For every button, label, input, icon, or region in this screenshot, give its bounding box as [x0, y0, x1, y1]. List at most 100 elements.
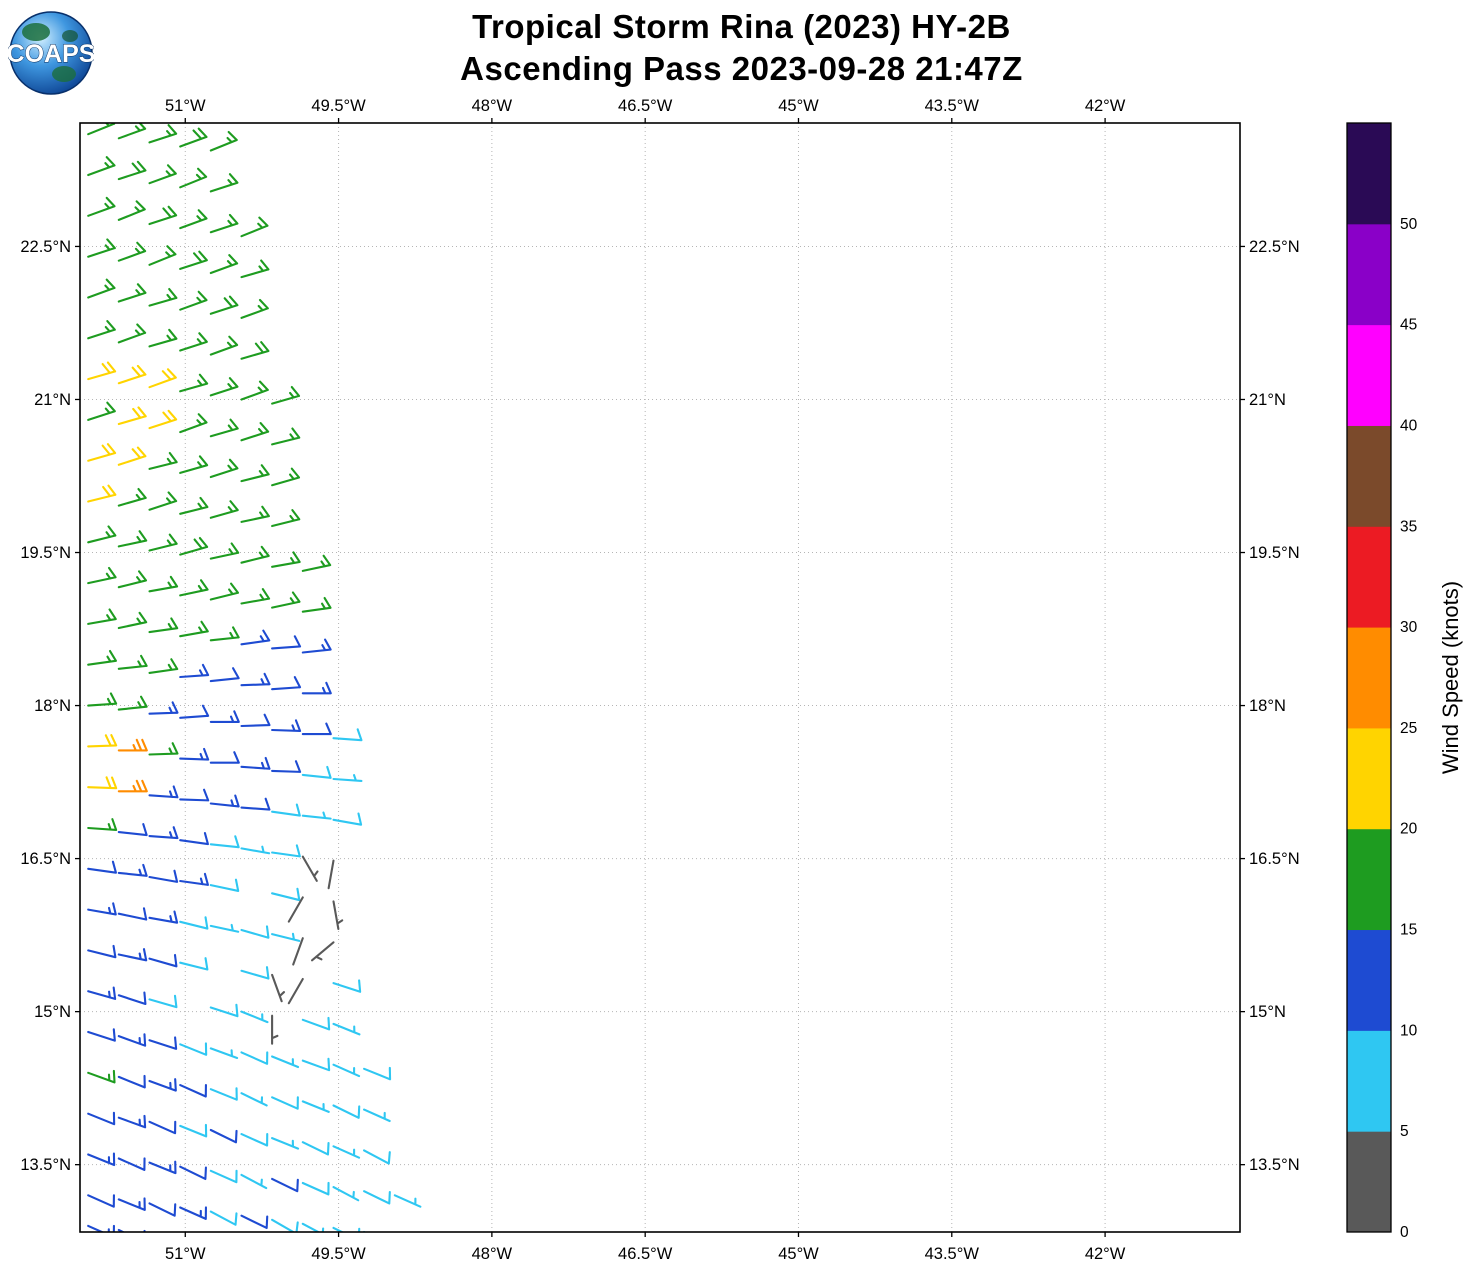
- wind-barb: [148, 1202, 177, 1217]
- wind-barb: [209, 582, 240, 601]
- colorbar-segment: [1347, 727, 1391, 830]
- wind-barb: [301, 722, 332, 736]
- wind-barb: [148, 994, 178, 1009]
- wind-barb: [179, 332, 208, 352]
- wind-barb: [301, 1057, 331, 1072]
- wind-barb: [179, 832, 209, 846]
- coaps-logo-globe: COAPS: [6, 11, 96, 95]
- wind-barb: [271, 719, 302, 733]
- wind-barb: [271, 887, 301, 902]
- wind-barb: [301, 638, 332, 654]
- wind-barb: [363, 1108, 391, 1123]
- colorbar-segment: [1347, 123, 1391, 225]
- wind-barb: [240, 1092, 268, 1107]
- wind-barb: [271, 844, 301, 858]
- wind-barb: [332, 1022, 361, 1036]
- y-tick-label-left: 19.5°N: [20, 544, 71, 562]
- wind-barb: [87, 1111, 116, 1126]
- colorbar-segment: [1347, 223, 1391, 326]
- wind-barb: [179, 373, 209, 393]
- wind-barb: [240, 845, 271, 855]
- wind-barb: [87, 1194, 115, 1208]
- wind-barb: [179, 957, 209, 971]
- colorbar-tick-label: 5: [1400, 1123, 1409, 1140]
- wind-barb: [271, 1177, 299, 1193]
- wind-barb: [240, 216, 269, 238]
- colorbar-segment: [1347, 425, 1391, 527]
- wind-barb: [148, 910, 179, 924]
- wind-barb: [148, 164, 177, 185]
- wind-barb: [179, 1042, 208, 1056]
- wind-barb: [327, 859, 335, 890]
- wind-barb: [179, 496, 209, 515]
- wind-barb: [117, 487, 147, 507]
- colorbar-segment: [1347, 526, 1391, 628]
- wind-barb: [240, 1133, 269, 1147]
- x-tick-label-top: 48°W: [472, 97, 513, 115]
- wind-barb: [240, 298, 269, 319]
- wind-barb: [117, 123, 147, 140]
- wind-barb: [271, 467, 301, 487]
- wind-barb: [240, 672, 271, 687]
- wind-barb: [332, 1063, 361, 1078]
- wind-barb: [150, 1224, 180, 1245]
- wind-barb: [179, 290, 208, 311]
- wind-barb: [301, 596, 332, 613]
- wind-barb: [87, 484, 117, 503]
- wind-barb: [209, 1003, 239, 1018]
- wind-barb: [87, 320, 116, 340]
- colorbar-tick-label: 0: [1400, 1224, 1409, 1241]
- wind-barb: [117, 948, 148, 962]
- wind-barb: [179, 1206, 207, 1220]
- wind-barb: [179, 209, 208, 230]
- colorbar-tick-label: 10: [1400, 1022, 1418, 1039]
- wind-barb: [301, 681, 332, 695]
- wind-barb: [209, 751, 240, 764]
- x-tick-label-bottom: 45°W: [778, 1245, 819, 1263]
- wind-barb: [87, 361, 117, 381]
- colorbar-segment: [1347, 929, 1391, 1031]
- wind-barb: [240, 341, 270, 360]
- colorbar-tick-label: 45: [1400, 317, 1417, 334]
- wind-barb: [87, 734, 118, 748]
- wind-barb: [332, 728, 363, 742]
- wind-barb: [240, 756, 271, 770]
- wind-barb: [209, 835, 240, 849]
- wind-barb: [240, 1051, 269, 1065]
- chart-title-line1: Tropical Storm Rina (2023) HY-2B: [472, 8, 1011, 45]
- wind-barb: [179, 747, 210, 761]
- wind-barb: [179, 1123, 208, 1138]
- x-tick-label-top: 49.5°W: [311, 97, 366, 115]
- wind-barb: [272, 1246, 299, 1264]
- wind-barb: [301, 554, 332, 572]
- wind-barb: [179, 1084, 207, 1098]
- wind-barb: [87, 649, 117, 666]
- wind-barb: [117, 863, 148, 877]
- wind-barb: [271, 551, 301, 568]
- wind-barb: [240, 545, 270, 564]
- wind-barb: [148, 1160, 177, 1175]
- wind-barb: [332, 1145, 361, 1159]
- colorbar-tick-label: 15: [1400, 922, 1417, 939]
- wind-barb: [87, 608, 117, 625]
- wind-barb: [301, 855, 319, 882]
- wind-barb: [117, 611, 148, 630]
- wind-barb: [117, 1157, 146, 1171]
- wind-barb: [271, 509, 301, 528]
- wind-barb: [87, 238, 116, 258]
- wind-barb: [209, 213, 239, 234]
- wind-barb: [179, 663, 210, 679]
- gridlines: [80, 123, 1240, 1232]
- wind-barb: [148, 409, 178, 430]
- wind-barb: [209, 1047, 239, 1060]
- wind-barb: [87, 1152, 116, 1167]
- wind-barb: [148, 701, 179, 715]
- wind-barb: [393, 1194, 422, 1208]
- wind-barb: [395, 1227, 425, 1249]
- wind-barb: [117, 823, 148, 837]
- y-tick-label-left: 21°N: [34, 391, 71, 409]
- colorbar-frame: [1346, 122, 1392, 1233]
- wind-barb: [87, 902, 117, 916]
- wind-barb: [209, 794, 240, 808]
- wind-barb: [240, 713, 271, 728]
